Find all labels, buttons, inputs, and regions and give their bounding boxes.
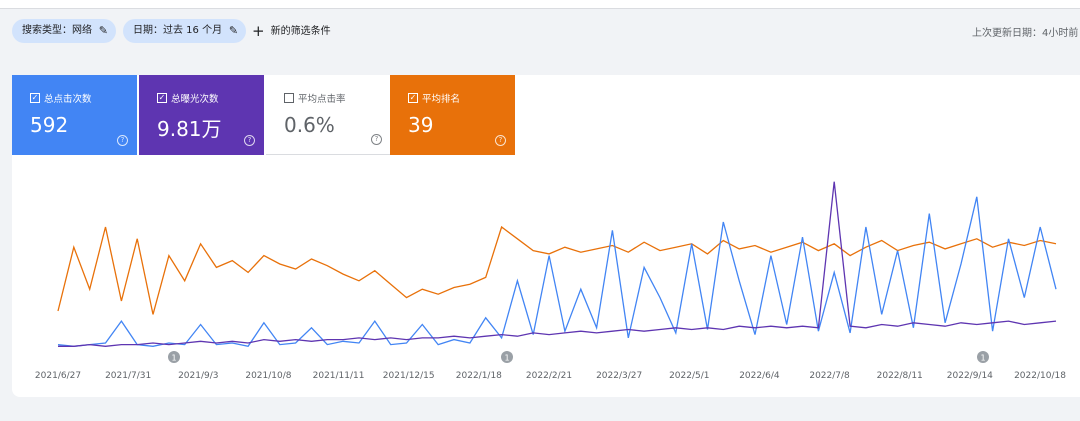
x-tick-label: 2021/9/3	[178, 371, 218, 381]
x-tick-label: 2022/9/14	[947, 371, 993, 381]
series-line	[57, 196, 1057, 348]
metric-label-row: ✓ 平均排名	[408, 91, 515, 105]
x-tick-label: 2022/8/11	[877, 371, 923, 381]
help-icon: ?	[495, 135, 506, 146]
metric-tile[interactable]: 平均点击率 0.6%?	[266, 75, 391, 155]
filter-chip[interactable]: 日期：过去 16 个月	[123, 19, 247, 43]
annotation-marker	[501, 351, 513, 363]
x-tick-label: 2022/10/18	[1014, 371, 1066, 381]
checkbox: ✓	[408, 93, 418, 103]
x-tick-label: 2022/6/4	[739, 371, 780, 381]
metric-tile[interactable]: ✓ 平均排名 39?	[390, 75, 515, 155]
x-tick-label: 2021/11/11	[313, 371, 365, 381]
series-line	[58, 181, 1057, 347]
annotation-marker	[168, 351, 180, 363]
x-tick-label: 2021/10/8	[245, 371, 291, 381]
filter-chip[interactable]: 搜索类型：网络	[12, 19, 116, 43]
x-tick-label: 2021/6/27	[35, 371, 81, 381]
checkbox: ✓	[30, 93, 40, 103]
help-icon: ?	[371, 134, 382, 145]
help-icon: ?	[117, 135, 128, 146]
annotation-label: 1	[980, 354, 985, 363]
metric-value: 0.6%	[284, 113, 335, 137]
top-bar	[0, 0, 1080, 9]
last-updated: 上次更新日期：4小时前	[972, 28, 1079, 39]
metric-tile[interactable]: ✓ 总曝光次数 9.81万?	[139, 75, 264, 155]
annotation-label: 1	[171, 354, 176, 363]
annotation-label: 1	[504, 354, 509, 363]
metric-value: 592	[30, 113, 69, 137]
metric-label-row: 平均点击率	[284, 91, 391, 105]
metric-value: 39	[408, 113, 434, 137]
help-icon: ?	[244, 135, 255, 146]
metric-label: 平均点击率	[298, 94, 346, 105]
metric-label: 总曝光次数	[171, 94, 219, 105]
metric-value: 9.81万	[157, 117, 222, 141]
x-tick-label: 2022/7/8	[809, 371, 850, 381]
x-tick-label: 2021/12/15	[383, 371, 435, 381]
metric-label-row: ✓ 总点击次数	[30, 91, 137, 105]
x-tick-label: 2022/5/1	[669, 371, 709, 381]
checkbox	[284, 93, 294, 103]
annotation-marker	[977, 351, 989, 363]
add-filter-label: 新的筛选条件	[270, 26, 331, 37]
x-tick-label: 2022/1/18	[456, 371, 502, 381]
metric-label-row: ✓ 总曝光次数	[157, 91, 264, 105]
metric-label: 总点击次数	[44, 94, 92, 105]
x-tick-label: 2022/3/27	[596, 371, 642, 381]
metric-tile[interactable]: ✓ 总点击次数 592?	[12, 75, 137, 155]
add-filter[interactable]: + 新的筛选条件	[252, 22, 331, 40]
metric-label: 平均排名	[422, 94, 461, 105]
x-tick-label: 2021/7/31	[105, 371, 151, 381]
series-line	[57, 225, 1057, 315]
x-tick-label: 2022/2/21	[526, 371, 572, 381]
checkbox: ✓	[157, 93, 167, 103]
